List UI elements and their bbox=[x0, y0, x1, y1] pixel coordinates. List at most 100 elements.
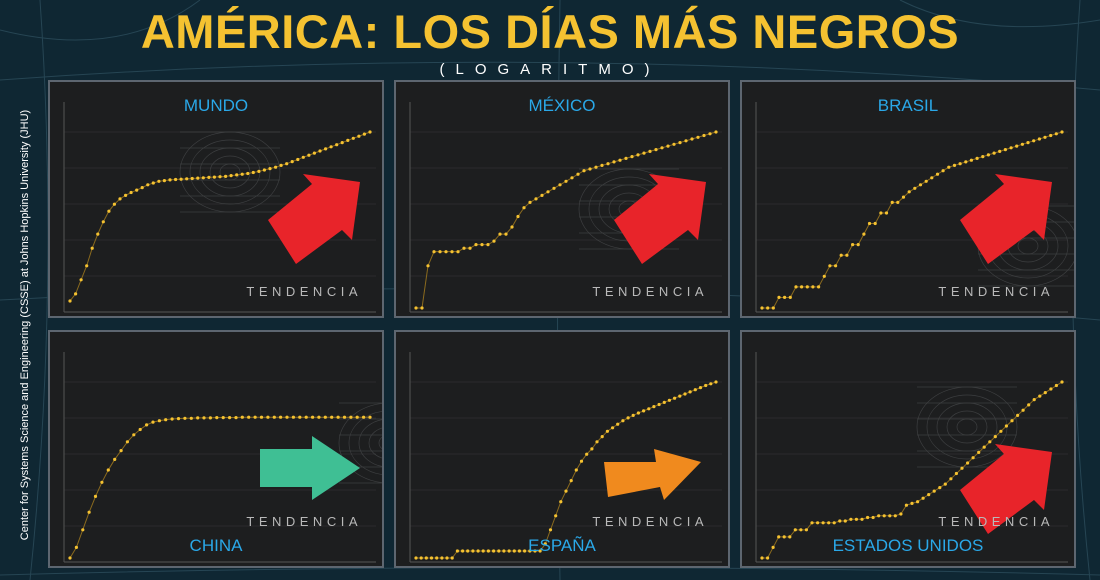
data-point bbox=[969, 158, 973, 162]
data-point bbox=[323, 415, 327, 419]
data-point bbox=[1037, 137, 1041, 141]
data-point bbox=[873, 221, 877, 226]
data-point bbox=[215, 416, 219, 420]
data-point bbox=[600, 435, 604, 439]
data-point bbox=[538, 549, 542, 553]
data-point bbox=[440, 556, 444, 560]
data-point bbox=[966, 461, 970, 465]
data-point bbox=[480, 243, 484, 247]
data-point bbox=[112, 202, 116, 206]
data-point bbox=[124, 193, 128, 197]
data-point bbox=[174, 177, 178, 182]
data-point bbox=[935, 172, 940, 176]
chart-plot bbox=[755, 352, 1068, 563]
data-point bbox=[943, 482, 947, 486]
data-point bbox=[899, 512, 903, 516]
data-point bbox=[810, 521, 814, 525]
data-point bbox=[804, 528, 808, 532]
data-point bbox=[157, 179, 161, 183]
data-point bbox=[486, 243, 490, 247]
data-point bbox=[558, 183, 562, 187]
data-point bbox=[636, 411, 640, 415]
data-point bbox=[546, 190, 550, 194]
data-point bbox=[162, 179, 166, 183]
data-point bbox=[336, 415, 340, 419]
data-point bbox=[648, 149, 652, 153]
data-point bbox=[856, 243, 860, 247]
data-point bbox=[540, 193, 544, 197]
data-point bbox=[202, 416, 206, 420]
data-point bbox=[992, 151, 996, 155]
data-point bbox=[949, 477, 953, 481]
data-point bbox=[517, 549, 521, 553]
data-point bbox=[564, 489, 568, 493]
data-point bbox=[129, 190, 133, 195]
virus-wireframe bbox=[179, 131, 281, 213]
data-point bbox=[554, 514, 558, 518]
data-point bbox=[579, 459, 584, 463]
data-point bbox=[445, 556, 449, 560]
data-point bbox=[1020, 142, 1024, 146]
data-point bbox=[74, 292, 78, 296]
data-point bbox=[342, 415, 347, 419]
data-point bbox=[523, 549, 527, 553]
data-point bbox=[932, 489, 936, 493]
data-point bbox=[616, 422, 620, 426]
data-point bbox=[552, 186, 556, 190]
data-point bbox=[414, 306, 418, 310]
data-point bbox=[913, 186, 917, 190]
data-point bbox=[673, 396, 677, 400]
data-point bbox=[777, 295, 781, 299]
data-point bbox=[938, 486, 942, 490]
chart-plot bbox=[63, 352, 382, 563]
data-point bbox=[291, 415, 295, 419]
data-point bbox=[952, 163, 957, 167]
panel-title: ESPAÑA bbox=[528, 536, 596, 555]
data-point bbox=[296, 157, 300, 162]
data-point bbox=[828, 264, 832, 268]
data-point bbox=[429, 556, 434, 560]
data-point bbox=[229, 174, 233, 178]
data-point bbox=[534, 197, 538, 201]
data-point bbox=[698, 386, 703, 390]
data-point bbox=[290, 160, 294, 164]
data-point bbox=[817, 285, 821, 289]
data-point bbox=[1038, 394, 1042, 398]
data-point bbox=[528, 549, 532, 553]
data-point bbox=[793, 528, 797, 532]
chart-panel: MUNDO TENDENCIA bbox=[48, 80, 384, 318]
data-point bbox=[642, 151, 646, 155]
data-point bbox=[709, 382, 713, 386]
data-point bbox=[272, 415, 276, 419]
data-point bbox=[189, 416, 193, 420]
chart-plot bbox=[409, 352, 722, 563]
data-point bbox=[157, 419, 161, 423]
data-point bbox=[896, 200, 900, 204]
data-point bbox=[168, 178, 172, 182]
data-point bbox=[884, 211, 889, 215]
data-point bbox=[977, 450, 981, 454]
data-point bbox=[1016, 413, 1020, 417]
data-point bbox=[1015, 144, 1019, 148]
data-point bbox=[543, 542, 547, 546]
data-point bbox=[317, 415, 321, 419]
data-point bbox=[304, 415, 308, 419]
data-point bbox=[113, 457, 117, 461]
data-point bbox=[455, 549, 459, 553]
chart-plot bbox=[409, 102, 722, 313]
data-point bbox=[839, 253, 843, 257]
data-point bbox=[1054, 132, 1058, 136]
data-point bbox=[1043, 391, 1047, 395]
data-point bbox=[998, 149, 1002, 153]
virus-wireframe bbox=[916, 386, 1018, 468]
data-point bbox=[492, 549, 496, 553]
data-point bbox=[87, 510, 91, 514]
data-point bbox=[999, 429, 1003, 433]
data-point bbox=[368, 415, 372, 419]
data-point bbox=[890, 200, 894, 204]
data-point bbox=[330, 415, 334, 419]
data-point bbox=[860, 517, 864, 521]
chart-panel: CHINA TENDENCIA bbox=[48, 330, 384, 568]
data-point bbox=[481, 549, 485, 553]
panel-title: BRASIL bbox=[877, 96, 939, 115]
